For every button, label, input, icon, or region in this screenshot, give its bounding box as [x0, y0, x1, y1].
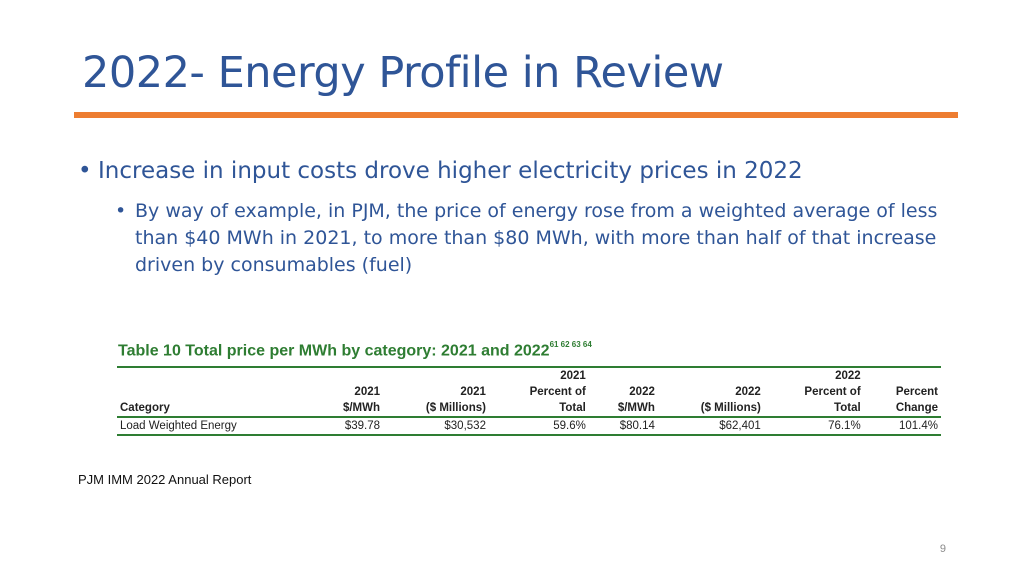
- table-header-cell: [589, 368, 658, 384]
- table-header-cell: 2022: [735, 386, 761, 398]
- bullet-icon: •: [115, 200, 127, 222]
- table-header-cell: Total: [834, 402, 861, 414]
- page-number: 9: [939, 543, 946, 555]
- table-title-text: Table 10 Total price per MWh by category…: [118, 342, 550, 360]
- table-header-cell: Percent: [895, 386, 938, 398]
- table-header-cell: [658, 368, 764, 384]
- table-header-cell: $/MWh: [342, 402, 381, 414]
- table-cell: Load Weighted Energy: [120, 420, 237, 432]
- table-header-cell: 2022: [835, 370, 861, 382]
- table-header-row: 2021 2022: [117, 368, 941, 384]
- bullet-text: Increase in input costs drove higher ele…: [98, 158, 803, 184]
- table-header-cell: 2021: [354, 386, 381, 398]
- table-header-row: 2021 2021 Percent of 2022 2022 Percent o…: [117, 384, 941, 400]
- table-cell: $62,401: [719, 420, 761, 432]
- table-header-cell: [117, 368, 314, 384]
- table-header-cell: 2021: [560, 370, 586, 382]
- bullet-subtext: By way of example, in PJM, the price of …: [135, 200, 938, 276]
- table-header-cell: [314, 368, 383, 384]
- table-title-footnotes: 61 62 63 64: [549, 340, 592, 349]
- table-header-row: Category $/MWh ($ Millions) Total $/MWh …: [117, 400, 941, 417]
- table-header-cell: Percent of: [529, 386, 586, 398]
- table-header-cell: Category: [120, 402, 170, 414]
- slide-title: 2022- Energy Profile in Review: [82, 48, 724, 98]
- table-cell: $39.78: [344, 420, 381, 432]
- table-header-cell: Total: [559, 402, 586, 414]
- table-title: Table 10 Total price per MWh by category…: [118, 340, 592, 360]
- source-citation: PJM IMM 2022 Annual Report: [78, 472, 252, 487]
- table-row: Load Weighted Energy $39.78 $30,532 59.6…: [117, 417, 941, 435]
- table-cell: $30,532: [444, 420, 486, 432]
- price-table: 2021 2022 2021 2021 Percent of 2022 2022…: [117, 366, 941, 436]
- table-header-cell: Change: [895, 402, 938, 414]
- table-header-cell: $/MWh: [617, 402, 655, 414]
- title-underline: [74, 112, 958, 118]
- table-header-cell: ($ Millions): [425, 402, 486, 414]
- bullet-level-2: • By way of example, in PJM, the price o…: [115, 198, 945, 279]
- table-cell: 101.4%: [898, 420, 938, 432]
- table-header-cell: [117, 384, 314, 400]
- bullet-level-1: • Increase in input costs drove higher e…: [78, 158, 958, 184]
- table-cell: 59.6%: [553, 420, 586, 432]
- table-header-cell: ($ Millions): [700, 402, 761, 414]
- table-header-cell: [383, 368, 489, 384]
- table-header-cell: 2022: [629, 386, 655, 398]
- table-header-cell: Percent of: [804, 386, 861, 398]
- table-header-cell: 2021: [460, 386, 486, 398]
- table-header-cell: [864, 368, 941, 384]
- table-cell: 76.1%: [828, 420, 861, 432]
- table-cell: $80.14: [619, 420, 655, 432]
- bullet-icon: •: [78, 158, 92, 184]
